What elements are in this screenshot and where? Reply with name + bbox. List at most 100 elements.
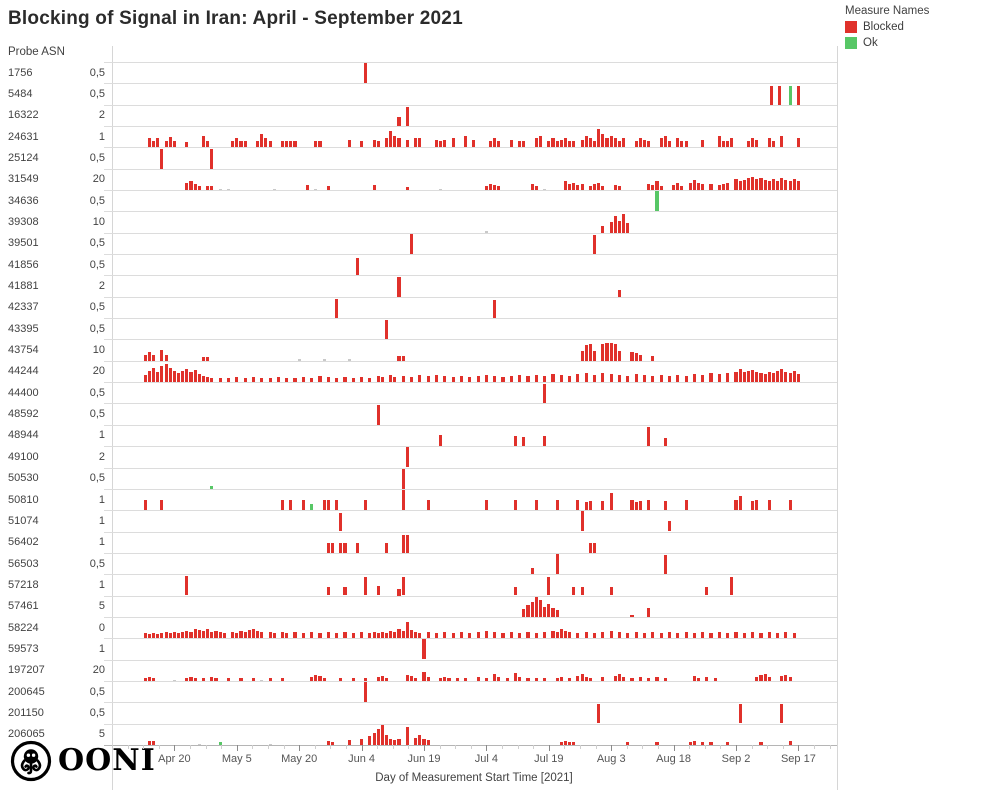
bar-blocked[interactable] bbox=[555, 609, 559, 617]
bar-blocked[interactable] bbox=[268, 677, 272, 681]
bar-blocked[interactable] bbox=[563, 181, 567, 191]
bar-blocked[interactable] bbox=[455, 677, 459, 681]
bar-blocked[interactable] bbox=[147, 634, 151, 639]
bar-blocked[interactable] bbox=[601, 632, 605, 639]
bar-blocked[interactable] bbox=[796, 374, 800, 383]
bar-blocked[interactable] bbox=[667, 521, 671, 532]
bar-blocked[interactable] bbox=[443, 140, 447, 148]
bar-blocked[interactable] bbox=[385, 734, 389, 745]
bar-blocked[interactable] bbox=[426, 739, 430, 745]
bar-blocked[interactable] bbox=[493, 138, 497, 148]
bar-blocked[interactable] bbox=[609, 493, 613, 511]
bar-blocked[interactable] bbox=[318, 376, 322, 383]
bar-blocked[interactable] bbox=[659, 375, 663, 383]
bar-blocked[interactable] bbox=[464, 136, 468, 148]
bar-blocked[interactable] bbox=[784, 632, 788, 639]
bar-blocked[interactable] bbox=[788, 676, 792, 681]
bar-blocked[interactable] bbox=[593, 375, 597, 383]
bar-blocked[interactable] bbox=[767, 676, 771, 681]
bar-blocked[interactable] bbox=[580, 184, 584, 190]
bar-blocked[interactable] bbox=[193, 677, 197, 681]
bar-blocked[interactable] bbox=[613, 343, 617, 361]
bar-blocked[interactable] bbox=[347, 739, 351, 745]
bar-blocked[interactable] bbox=[609, 136, 613, 148]
bar-blocked[interactable] bbox=[726, 183, 730, 190]
bar-blocked[interactable] bbox=[285, 633, 289, 639]
bar-blocked[interactable] bbox=[755, 500, 759, 511]
bar-blocked[interactable] bbox=[285, 378, 289, 383]
bar-blocked[interactable] bbox=[256, 631, 260, 639]
bar-blocked[interactable] bbox=[177, 633, 181, 639]
bar-blocked[interactable] bbox=[422, 639, 426, 660]
bar-blocked[interactable] bbox=[617, 632, 622, 639]
bar-blocked[interactable] bbox=[422, 671, 426, 681]
bar-blocked[interactable] bbox=[588, 542, 592, 553]
bar-blocked[interactable] bbox=[447, 677, 451, 681]
bar-blocked[interactable] bbox=[405, 534, 409, 553]
bar-blocked[interactable] bbox=[164, 632, 168, 639]
bar-blocked[interactable] bbox=[572, 741, 576, 745]
bar-blocked[interactable] bbox=[555, 677, 559, 681]
bar-blocked[interactable] bbox=[755, 140, 759, 148]
bar-blocked[interactable] bbox=[459, 376, 463, 383]
bar-blocked[interactable] bbox=[185, 369, 189, 383]
bar-blocked[interactable] bbox=[513, 672, 518, 681]
bar-na[interactable] bbox=[484, 231, 488, 233]
bar-blocked[interactable] bbox=[393, 632, 397, 639]
bar-blocked[interactable] bbox=[518, 375, 522, 383]
bar-blocked[interactable] bbox=[597, 183, 601, 190]
bar-blocked[interactable] bbox=[751, 632, 755, 639]
bar-blocked[interactable] bbox=[667, 632, 671, 639]
bar-blocked[interactable] bbox=[721, 184, 726, 190]
bar-blocked[interactable] bbox=[663, 677, 667, 681]
bar-blocked[interactable] bbox=[285, 141, 289, 148]
bar-blocked[interactable] bbox=[563, 138, 567, 148]
bar-blocked[interactable] bbox=[380, 377, 384, 383]
bar-blocked[interactable] bbox=[776, 371, 780, 383]
bar-blocked[interactable] bbox=[210, 186, 214, 190]
bar-blocked[interactable] bbox=[484, 677, 488, 681]
bar-blocked[interactable] bbox=[201, 356, 206, 361]
bar-blocked[interactable] bbox=[759, 633, 763, 639]
bar-blocked[interactable] bbox=[468, 377, 472, 383]
bar-blocked[interactable] bbox=[555, 554, 559, 575]
bar-blocked[interactable] bbox=[617, 141, 622, 148]
bar-na[interactable] bbox=[226, 188, 231, 190]
bar-blocked[interactable] bbox=[767, 632, 771, 639]
bar-blocked[interactable] bbox=[251, 629, 255, 639]
bar-na[interactable] bbox=[260, 679, 264, 681]
bar-blocked[interactable] bbox=[201, 376, 206, 383]
bar-blocked[interactable] bbox=[701, 140, 705, 148]
bar-blocked[interactable] bbox=[784, 674, 788, 681]
bar-blocked[interactable] bbox=[260, 134, 264, 148]
bar-blocked[interactable] bbox=[206, 629, 210, 639]
bar-na[interactable] bbox=[218, 188, 222, 190]
bar-blocked[interactable] bbox=[601, 225, 605, 233]
bar-blocked[interactable] bbox=[268, 632, 272, 639]
bar-blocked[interactable] bbox=[185, 631, 189, 639]
bar-blocked[interactable] bbox=[168, 368, 172, 383]
bar-blocked[interactable] bbox=[152, 677, 156, 681]
bar-blocked[interactable] bbox=[734, 632, 738, 639]
bar-blocked[interactable] bbox=[767, 138, 771, 148]
bar-blocked[interactable] bbox=[318, 141, 322, 148]
bar-blocked[interactable] bbox=[330, 542, 335, 553]
bar-blocked[interactable] bbox=[289, 500, 293, 511]
bar-blocked[interactable] bbox=[197, 374, 201, 383]
bar-blocked[interactable] bbox=[767, 181, 771, 191]
bar-blocked[interactable] bbox=[647, 500, 651, 511]
bar-blocked[interactable] bbox=[210, 378, 214, 383]
bar-blocked[interactable] bbox=[638, 501, 642, 511]
bar-blocked[interactable] bbox=[464, 677, 468, 681]
bar-blocked[interactable] bbox=[418, 734, 422, 745]
bar-blocked[interactable] bbox=[647, 427, 651, 447]
bar-blocked[interactable] bbox=[630, 614, 634, 617]
bar-blocked[interactable] bbox=[788, 181, 792, 191]
bar-blocked[interactable] bbox=[534, 500, 538, 511]
bar-blocked[interactable] bbox=[509, 140, 513, 148]
bar-blocked[interactable] bbox=[767, 372, 771, 383]
bar-blocked[interactable] bbox=[638, 676, 642, 681]
bar-blocked[interactable] bbox=[385, 320, 389, 340]
bar-blocked[interactable] bbox=[385, 138, 389, 148]
bar-blocked[interactable] bbox=[256, 141, 260, 148]
